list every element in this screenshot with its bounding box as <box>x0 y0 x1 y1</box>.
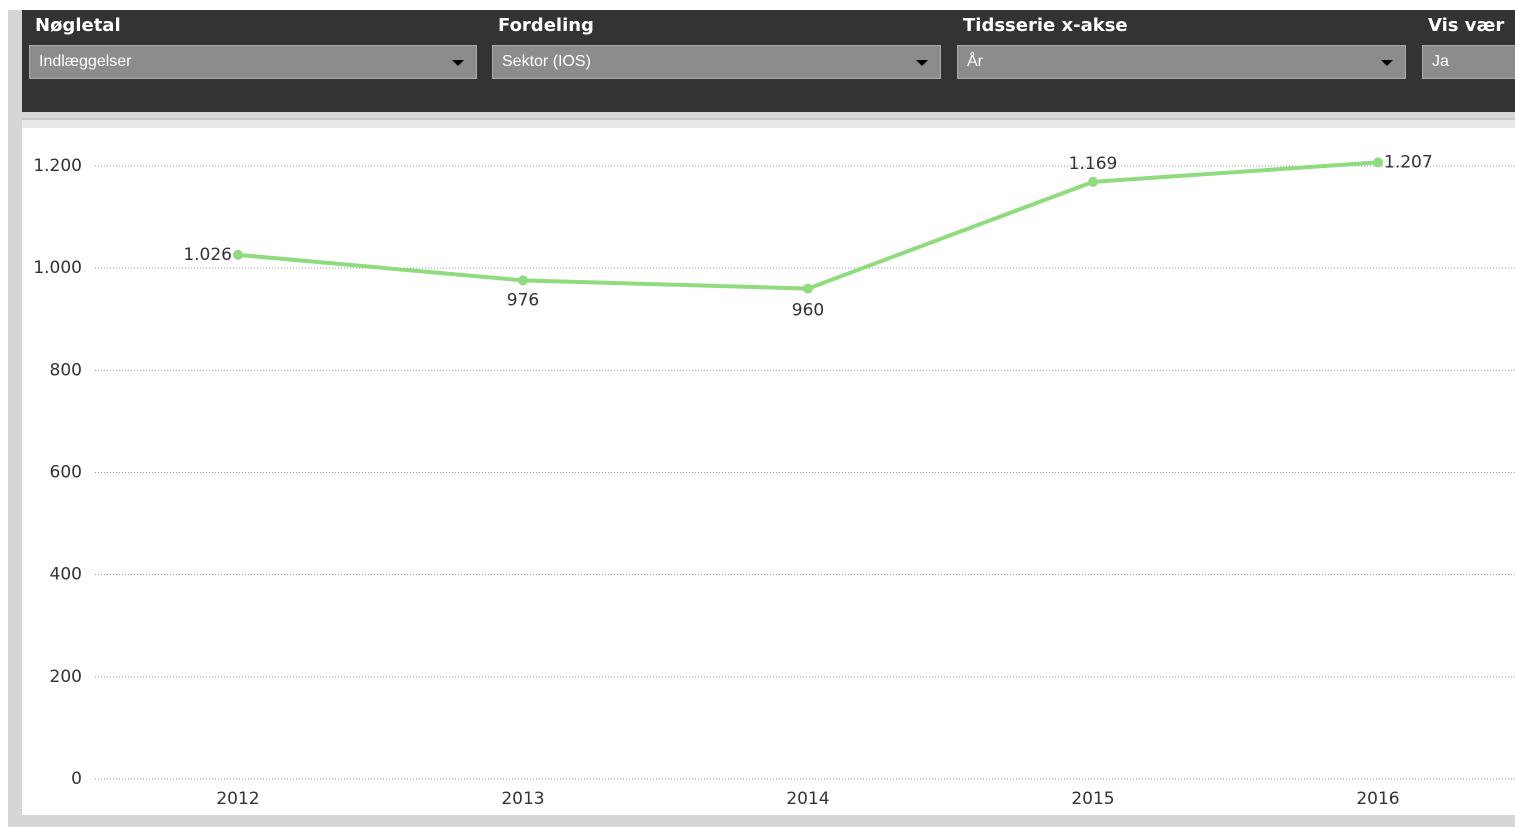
x-tick-label: 2012 <box>216 789 259 809</box>
dropdown[interactable]: Indlæggelser <box>29 45 477 79</box>
point <box>233 249 243 260</box>
point <box>518 275 528 286</box>
x-tick-label: 2013 <box>501 789 544 809</box>
y-tick-label: 600 <box>50 463 82 483</box>
x-tick-label: 2014 <box>786 789 829 809</box>
control-label: Vis vær <box>1428 15 1505 36</box>
y-tick-label: 1.000 <box>33 258 82 278</box>
line <box>237 160 1379 291</box>
y-tick-label: 1.200 <box>33 156 82 176</box>
point <box>1373 157 1383 168</box>
value-label: 976 <box>507 290 539 310</box>
chart: 0 200 400 600 800 1.000 1.200 2012 2013 2014 2015 2… <box>22 128 1515 815</box>
divider <box>22 118 1515 128</box>
value-label: 1.026 <box>183 245 232 265</box>
x-tick-label: 2015 <box>1071 789 1114 809</box>
dropdown[interactable]: Ja <box>1422 45 1515 79</box>
y-tick-label: 200 <box>50 667 82 687</box>
control-label: Nøgletal <box>35 15 121 36</box>
y-tick-label: 800 <box>50 360 82 380</box>
point <box>1088 176 1098 187</box>
dropdown[interactable]: Sektor (IOS) <box>492 45 941 79</box>
value-label: 1.207 <box>1384 152 1433 172</box>
control-label: Tidsserie x-akse <box>963 15 1128 36</box>
point <box>803 283 813 294</box>
toolbar: Nøgletal Indlæggelser Fordeling Sektor (IOS… <box>22 10 1515 112</box>
y-tick-label: 400 <box>50 565 82 585</box>
value-label: 1.169 <box>1069 154 1118 174</box>
value-label: 960 <box>792 301 824 321</box>
x-tick-label: 2016 <box>1356 789 1399 809</box>
dropdown[interactable]: År <box>957 45 1406 79</box>
y-tick-label: 0 <box>71 769 82 789</box>
control-label: Fordeling <box>498 15 594 36</box>
